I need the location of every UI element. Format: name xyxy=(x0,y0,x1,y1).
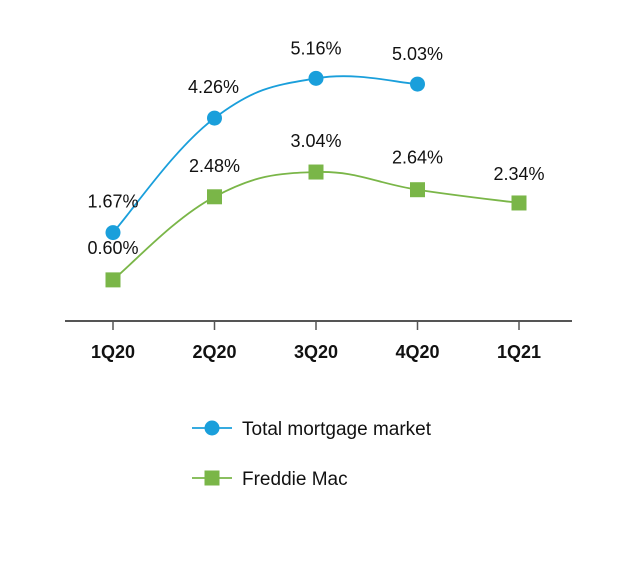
series-line-total-mortgage-market xyxy=(112,75,418,234)
data-label-freddie-mac-1q20: 0.60% xyxy=(87,238,138,258)
legend-item-freddie-mac: Freddie Mac xyxy=(192,469,348,490)
legend-item-total-mortgage-market: Total mortgage market xyxy=(192,419,432,440)
legend-label-total-mortgage-market: Total mortgage market xyxy=(242,419,432,440)
legend: Total mortgage market Freddie Mac xyxy=(192,419,432,490)
x-tick-label-3q20: 3Q20 xyxy=(294,342,338,362)
point-freddie-mac-1q21 xyxy=(511,195,527,211)
point-total-mortgage-market-3q20 xyxy=(308,70,324,86)
data-label-freddie-mac-4q20: 2.64% xyxy=(392,148,443,168)
series-line-freddie-mac xyxy=(112,171,520,281)
legend-label-freddie-mac: Freddie Mac xyxy=(242,469,348,490)
data-label-freddie-mac-3q20: 3.04% xyxy=(290,131,341,151)
data-label-freddie-mac-2q20: 2.48% xyxy=(189,156,240,176)
data-label-total-mortgage-market-4q20: 5.03% xyxy=(392,44,443,64)
point-freddie-mac-1q20 xyxy=(105,272,121,288)
x-tick-label-1q21: 1Q21 xyxy=(497,342,541,362)
point-freddie-mac-3q20 xyxy=(308,164,324,180)
legend-marker-square xyxy=(204,470,220,486)
point-freddie-mac-4q20 xyxy=(410,182,425,198)
data-label-total-mortgage-market-1q20: 1.67% xyxy=(87,192,138,212)
point-total-mortgage-market-2q20 xyxy=(207,110,222,126)
point-freddie-mac-2q20 xyxy=(207,189,222,205)
plot-area: 1.67% 4.26% 5.16% 5.03% 0.60% 2.48% 3.04% 2.64%… xyxy=(87,38,545,288)
point-total-mortgage-market-1q20 xyxy=(105,225,121,241)
x-axis-ticks: 1Q20 2Q20 3Q20 4Q20 1Q21 xyxy=(91,321,541,362)
x-tick-label-4q20: 4Q20 xyxy=(395,342,439,362)
x-tick-label-1q20: 1Q20 xyxy=(91,342,135,362)
data-label-freddie-mac-1q21: 2.34% xyxy=(493,164,544,184)
data-label-total-mortgage-market-2q20: 4.26% xyxy=(188,77,239,97)
point-total-mortgage-market-4q20 xyxy=(410,76,425,92)
x-tick-label-2q20: 2Q20 xyxy=(192,342,236,362)
data-label-total-mortgage-market-3q20: 5.16% xyxy=(290,38,341,58)
legend-marker-circle xyxy=(204,420,220,436)
